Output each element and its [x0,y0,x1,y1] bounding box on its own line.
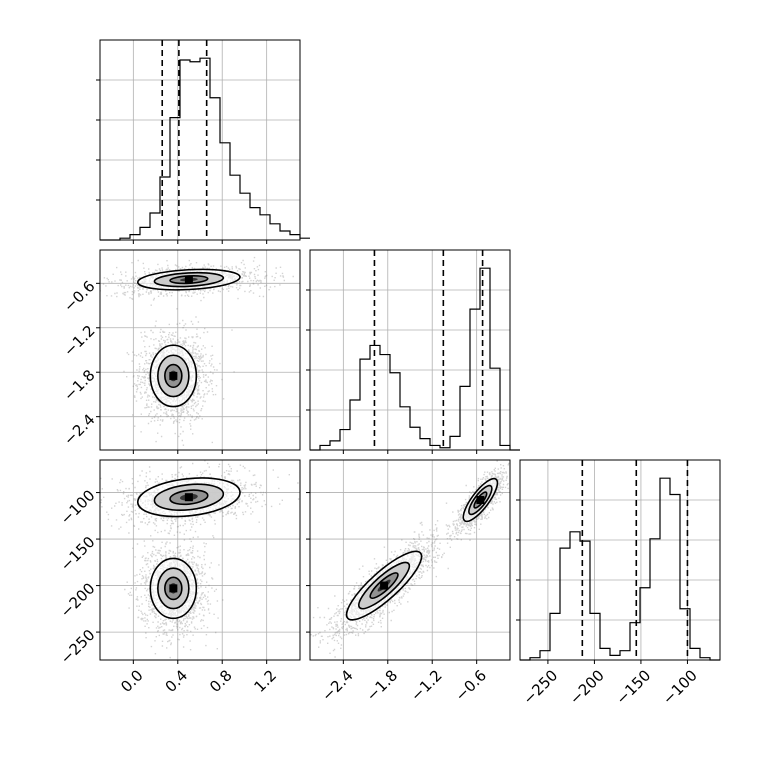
x-tick-label: −0.6 [452,666,490,704]
x-tick-label: −1.8 [363,666,401,704]
x-tick-label: −2.4 [318,666,356,704]
histogram-step [520,477,720,661]
hist-panel-p2: −250 −200 −150 −100 [516,459,721,708]
hist-panel-p1 [306,249,520,454]
x-tick-label: −200 [566,666,608,708]
y-tick-label: −250 [57,626,99,668]
panel-frame [309,249,511,451]
x-tick-label: 0.4 [162,666,192,696]
scatter-panel-p0-p2: 0.0 0.4 0.8 1.2 −250 −200−150 −100 [57,459,301,696]
scatter-panel-p0-p1: −2.4 −1.8 −1.2 −0.6 [60,249,301,454]
density-max-bin [476,496,485,504]
x-tick-label: −150 [613,666,655,708]
panel-frame [519,459,721,661]
density-layer [100,460,300,659]
x-tick-label: 0.8 [206,666,236,696]
y-tick-label: −150 [57,533,99,575]
density-max-bin [184,493,193,502]
panel-frame [99,39,301,241]
x-tick-label: −100 [659,666,701,708]
scatter-panel-p1-p2: −2.4 −1.8 −1.2 −0.6 [306,459,511,705]
x-tick-label: −1.2 [407,666,445,704]
x-tick-label: 1.2 [251,666,281,696]
x-tick-label: −250 [519,666,561,708]
hist-panel-p0 [96,39,310,244]
density-max-bin [184,275,193,284]
y-tick-label: −0.6 [60,277,98,315]
density-max-bin [380,581,389,590]
y-tick-label: −1.8 [60,366,98,404]
y-tick-label: −2.4 [60,410,98,448]
y-tick-label: −100 [57,486,99,528]
x-tick-label: 0.0 [117,666,147,696]
panel-frame [99,249,301,451]
density-layer [310,460,510,658]
density-layer [100,256,294,446]
y-tick-label: −1.2 [60,322,98,360]
histogram-step [310,267,520,451]
density-max-bin [169,584,178,593]
panel-frame [309,459,511,661]
density-max-bin [169,371,178,380]
histogram-step [100,57,310,241]
panel-frame [99,459,301,661]
scatter-points [100,256,294,446]
y-tick-label: −200 [57,579,99,621]
